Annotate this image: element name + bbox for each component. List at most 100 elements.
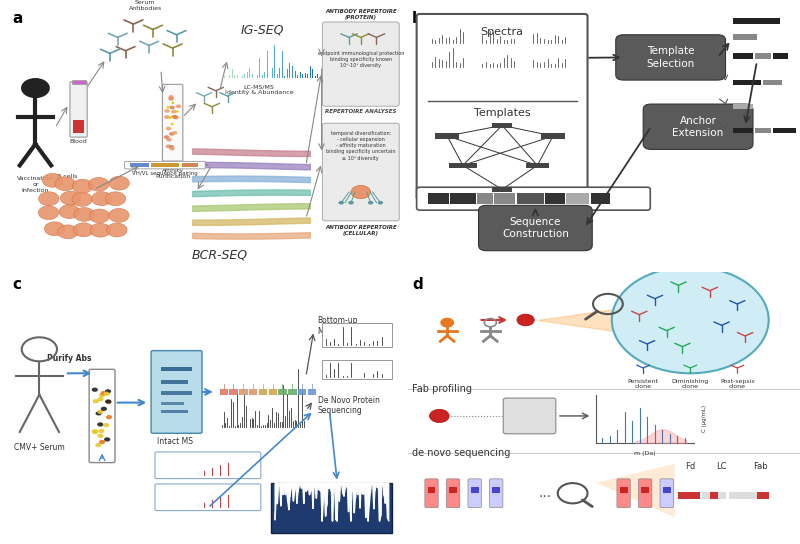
Circle shape — [101, 391, 106, 395]
Bar — [734, 18, 780, 24]
FancyBboxPatch shape — [322, 22, 399, 106]
Circle shape — [171, 102, 174, 104]
Bar — [755, 53, 770, 59]
Bar — [517, 193, 544, 204]
Circle shape — [338, 201, 344, 205]
Circle shape — [22, 79, 49, 97]
Circle shape — [166, 144, 171, 148]
FancyBboxPatch shape — [322, 123, 399, 221]
Circle shape — [106, 400, 112, 404]
Circle shape — [169, 95, 174, 99]
Text: a: a — [12, 11, 22, 26]
Bar — [428, 193, 449, 204]
Circle shape — [441, 319, 454, 327]
Circle shape — [105, 389, 111, 393]
Circle shape — [172, 131, 178, 134]
Circle shape — [169, 132, 174, 135]
FancyBboxPatch shape — [125, 162, 205, 169]
Bar — [702, 492, 726, 498]
Circle shape — [106, 415, 112, 419]
Text: ANTIBODY REPERTOIRE
(CELLULAR): ANTIBODY REPERTOIRE (CELLULAR) — [325, 225, 397, 236]
Circle shape — [430, 409, 449, 423]
Circle shape — [92, 387, 98, 392]
Bar — [298, 390, 306, 394]
Text: Blood: Blood — [70, 139, 87, 144]
FancyBboxPatch shape — [446, 479, 460, 508]
Text: Sequence
Construction: Sequence Construction — [502, 217, 569, 239]
Text: BCR-SEQ: BCR-SEQ — [192, 248, 248, 261]
Circle shape — [99, 393, 105, 398]
FancyBboxPatch shape — [638, 479, 652, 508]
Bar — [161, 367, 192, 370]
Text: Spectra: Spectra — [481, 27, 523, 37]
Circle shape — [104, 437, 110, 442]
Bar — [590, 193, 610, 204]
Bar — [322, 323, 392, 347]
Bar — [450, 193, 476, 204]
Text: Intact MS: Intact MS — [157, 437, 193, 446]
FancyBboxPatch shape — [616, 35, 726, 80]
Circle shape — [38, 206, 58, 220]
Bar — [492, 486, 500, 493]
Circle shape — [170, 147, 174, 151]
Bar — [161, 401, 184, 405]
Circle shape — [93, 399, 99, 403]
Circle shape — [172, 115, 178, 119]
FancyBboxPatch shape — [643, 104, 753, 150]
Bar — [288, 390, 297, 394]
Circle shape — [378, 201, 383, 205]
Circle shape — [168, 97, 174, 101]
Bar — [259, 390, 267, 394]
Circle shape — [74, 207, 94, 221]
Bar — [449, 163, 477, 168]
Text: Template
Selection: Template Selection — [646, 46, 694, 69]
Circle shape — [95, 443, 102, 447]
Circle shape — [92, 429, 98, 434]
Circle shape — [368, 201, 374, 205]
Bar — [678, 492, 700, 498]
Circle shape — [170, 116, 173, 119]
Bar — [526, 163, 549, 168]
Bar — [494, 193, 515, 204]
Text: ANTIBODY REPERTOIRE
(PROTEIN): ANTIBODY REPERTOIRE (PROTEIN) — [325, 9, 397, 20]
Bar — [734, 79, 761, 85]
Circle shape — [72, 193, 92, 206]
Bar — [734, 127, 753, 133]
Circle shape — [174, 116, 179, 120]
FancyBboxPatch shape — [503, 398, 556, 434]
Text: Anchor
Extension: Anchor Extension — [673, 115, 724, 138]
Circle shape — [55, 177, 75, 191]
FancyBboxPatch shape — [70, 82, 87, 137]
Bar — [566, 193, 590, 204]
Text: Vaccination
or
Infection: Vaccination or Infection — [18, 176, 54, 193]
Circle shape — [164, 109, 170, 113]
Circle shape — [106, 192, 126, 206]
Bar — [542, 133, 565, 139]
Text: Bottom-up
MS/MS: Bottom-up MS/MS — [318, 316, 358, 335]
Circle shape — [517, 314, 534, 326]
Circle shape — [72, 180, 93, 193]
Text: IgGE
enzyme: IgGE enzyme — [516, 410, 543, 423]
Text: Serum
Antibodies: Serum Antibodies — [129, 0, 162, 11]
Text: b: b — [412, 11, 422, 26]
Bar — [710, 492, 718, 498]
Circle shape — [170, 123, 174, 125]
FancyBboxPatch shape — [417, 14, 587, 200]
Circle shape — [166, 106, 170, 108]
Text: m (Da): m (Da) — [634, 450, 656, 455]
Polygon shape — [596, 464, 674, 517]
Text: temporal diversification:
- cellular expansion
- affinity maturation
binding spe: temporal diversification: - cellular exp… — [326, 131, 395, 160]
FancyBboxPatch shape — [162, 84, 183, 161]
Bar — [492, 123, 512, 128]
Text: VH/VL sequence pairing: VH/VL sequence pairing — [132, 171, 198, 176]
Circle shape — [166, 127, 171, 131]
Circle shape — [74, 223, 94, 237]
Circle shape — [109, 176, 130, 190]
Bar — [773, 53, 788, 59]
Text: Fd: Fd — [685, 462, 695, 471]
Bar — [730, 492, 769, 498]
Circle shape — [171, 115, 177, 119]
Circle shape — [164, 115, 170, 119]
Circle shape — [45, 222, 65, 236]
Circle shape — [103, 392, 110, 396]
